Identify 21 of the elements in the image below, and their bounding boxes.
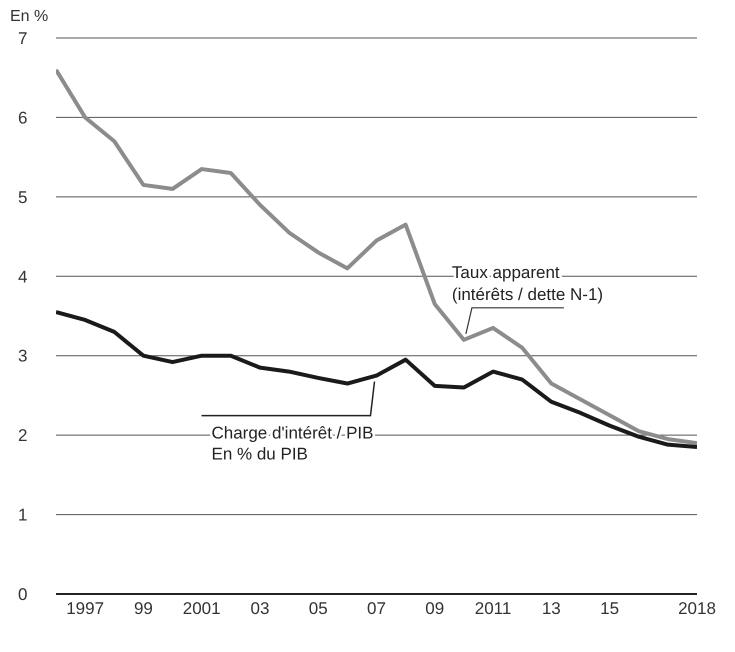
- y-tick-label: 2: [18, 426, 28, 446]
- x-tick-label: 09: [425, 599, 444, 618]
- x-tick-label: 07: [367, 599, 386, 618]
- x-tick-label: 03: [250, 599, 270, 618]
- annotation: En % du PIB: [212, 444, 308, 464]
- x-tick-label: 1997: [66, 599, 104, 618]
- x-tick-label: 15: [600, 599, 620, 618]
- x-tick-label: 13: [542, 599, 561, 618]
- x-tick-label: 05: [308, 599, 328, 618]
- y-tick-label: 0: [18, 585, 28, 604]
- y-tick-label: 7: [18, 29, 28, 48]
- x-tick-label: 2011: [474, 599, 512, 618]
- x-tick-label: 99: [134, 599, 153, 618]
- y-tick-label: 4: [18, 267, 28, 286]
- x-tick-label: 2001: [182, 599, 221, 618]
- y-tick-label: 3: [18, 346, 28, 366]
- y-tick-label: 5: [18, 188, 28, 207]
- y-tick-label: 1: [18, 506, 28, 525]
- y-tick-label: 6: [18, 108, 28, 128]
- y-axis-title: En %: [10, 8, 48, 26]
- x-tick-label: 2018: [678, 599, 716, 618]
